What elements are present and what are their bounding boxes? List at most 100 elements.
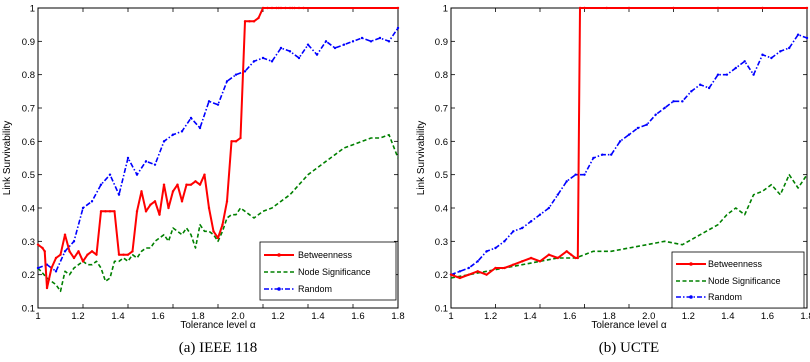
data-point-random — [521, 226, 524, 230]
data-point-betweenness — [569, 253, 573, 256]
data-point-random — [252, 60, 256, 63]
data-point-betweenness — [36, 243, 40, 246]
data-point-betweenness — [565, 250, 568, 253]
data-point-random — [761, 53, 764, 56]
data-point-random — [180, 130, 184, 133]
data-point-random — [162, 140, 166, 143]
legend-label-betweenness: Betweenness — [708, 259, 763, 269]
data-point-betweenness — [248, 20, 251, 23]
data-point-betweenness — [45, 286, 49, 290]
data-point-random — [699, 83, 702, 86]
data-point-random — [503, 240, 506, 243]
data-point-betweenness — [158, 213, 161, 216]
data-point-betweenness — [167, 206, 170, 210]
data-point-betweenness — [185, 183, 188, 186]
data-point-betweenness — [288, 6, 292, 10]
data-point-betweenness — [90, 250, 94, 253]
data-point-random — [369, 40, 373, 43]
data-point-betweenness — [230, 140, 233, 143]
data-point-betweenness — [485, 273, 488, 276]
data-point-random — [54, 270, 58, 273]
data-point-random — [63, 250, 67, 253]
y-tick-label: 0.4 — [435, 204, 448, 215]
data-point-random — [234, 73, 238, 76]
legend: Betweenness Node Significance Random — [671, 251, 805, 309]
x-tick-label: 1.4 — [524, 311, 537, 322]
chart-panel-ieee-118: 0.1 0.2 0.3 0.4 0.5 0.6 0.7 0.8 0.9 1 1 1.2 1.4 1.6 1.… — [2, 4, 405, 357]
y-tick-label: 1 — [30, 4, 35, 15]
data-point-betweenness — [131, 250, 134, 253]
data-point-random — [752, 73, 755, 76]
data-point-random — [512, 230, 515, 233]
data-point-betweenness — [135, 210, 139, 213]
data-point-random — [654, 113, 657, 116]
data-point-random — [583, 173, 586, 176]
data-point-betweenness — [396, 6, 400, 10]
data-point-random — [574, 173, 577, 176]
data-point-random — [725, 73, 729, 76]
y-tick-label: 0.2 — [22, 270, 35, 281]
data-point-betweenness — [225, 200, 229, 203]
data-point-betweenness — [54, 256, 58, 260]
data-point-betweenness — [275, 6, 278, 10]
data-point-betweenness — [234, 140, 238, 143]
data-point-random — [716, 73, 720, 76]
data-point-betweenness — [113, 210, 116, 213]
data-point-betweenness — [270, 6, 274, 10]
data-point-betweenness — [297, 6, 301, 10]
data-point-random — [529, 220, 533, 223]
data-point-betweenness — [494, 266, 497, 270]
legend-marker-betweenness — [689, 262, 693, 266]
data-point-betweenness — [144, 210, 148, 213]
data-point-random — [636, 126, 640, 130]
data-point-betweenness — [153, 200, 157, 203]
data-point-betweenness — [261, 6, 265, 10]
data-point-betweenness — [95, 253, 98, 256]
data-point-random — [734, 66, 737, 70]
data-point-betweenness — [63, 233, 67, 236]
data-point-random — [378, 36, 382, 40]
data-point-betweenness — [50, 266, 53, 270]
data-point-random — [592, 156, 595, 160]
series-lines — [36, 6, 400, 293]
data-point-random — [743, 60, 746, 63]
data-point-betweenness — [578, 6, 582, 10]
data-point-betweenness — [293, 6, 296, 10]
x-tick-label: 1.4 — [311, 311, 324, 322]
data-point-betweenness — [108, 210, 112, 213]
data-point-random — [690, 90, 693, 93]
y-tick-label: 0.7 — [22, 104, 35, 115]
data-point-random — [627, 133, 631, 136]
y-tick-label: 0.1 — [435, 304, 448, 315]
data-point-random — [126, 156, 130, 160]
x-tick-label: 2.0 — [642, 311, 655, 322]
data-point-random — [458, 270, 462, 273]
data-point-betweenness — [521, 260, 524, 263]
data-point-betweenness — [458, 276, 462, 280]
data-point-betweenness — [212, 230, 215, 233]
data-point-betweenness — [198, 183, 202, 186]
x-tick-label: 1.6 — [151, 311, 164, 322]
series-line-node-significance — [450, 173, 808, 279]
data-point-betweenness — [117, 253, 121, 256]
x-tick-label: 1.8 — [603, 311, 616, 322]
y-tick-label: 0.2 — [435, 270, 448, 281]
data-point-betweenness — [512, 263, 515, 266]
data-point-random — [467, 266, 470, 270]
y-tick-label: 0.3 — [435, 237, 448, 248]
data-point-random — [81, 206, 85, 210]
x-tick-label: 1 — [35, 311, 40, 322]
data-point-random — [153, 163, 157, 166]
data-point-betweenness — [627, 6, 631, 10]
x-axis-label: Tolerance level α — [180, 320, 255, 331]
data-point-betweenness — [180, 200, 184, 203]
data-point-betweenness — [239, 136, 242, 140]
data-point-random — [261, 56, 265, 60]
data-point-random — [387, 40, 391, 43]
series-line-random — [37, 27, 399, 273]
data-point-random — [681, 100, 684, 103]
data-point-random — [360, 36, 364, 40]
data-point-random — [476, 260, 479, 263]
data-point-betweenness — [257, 16, 260, 20]
